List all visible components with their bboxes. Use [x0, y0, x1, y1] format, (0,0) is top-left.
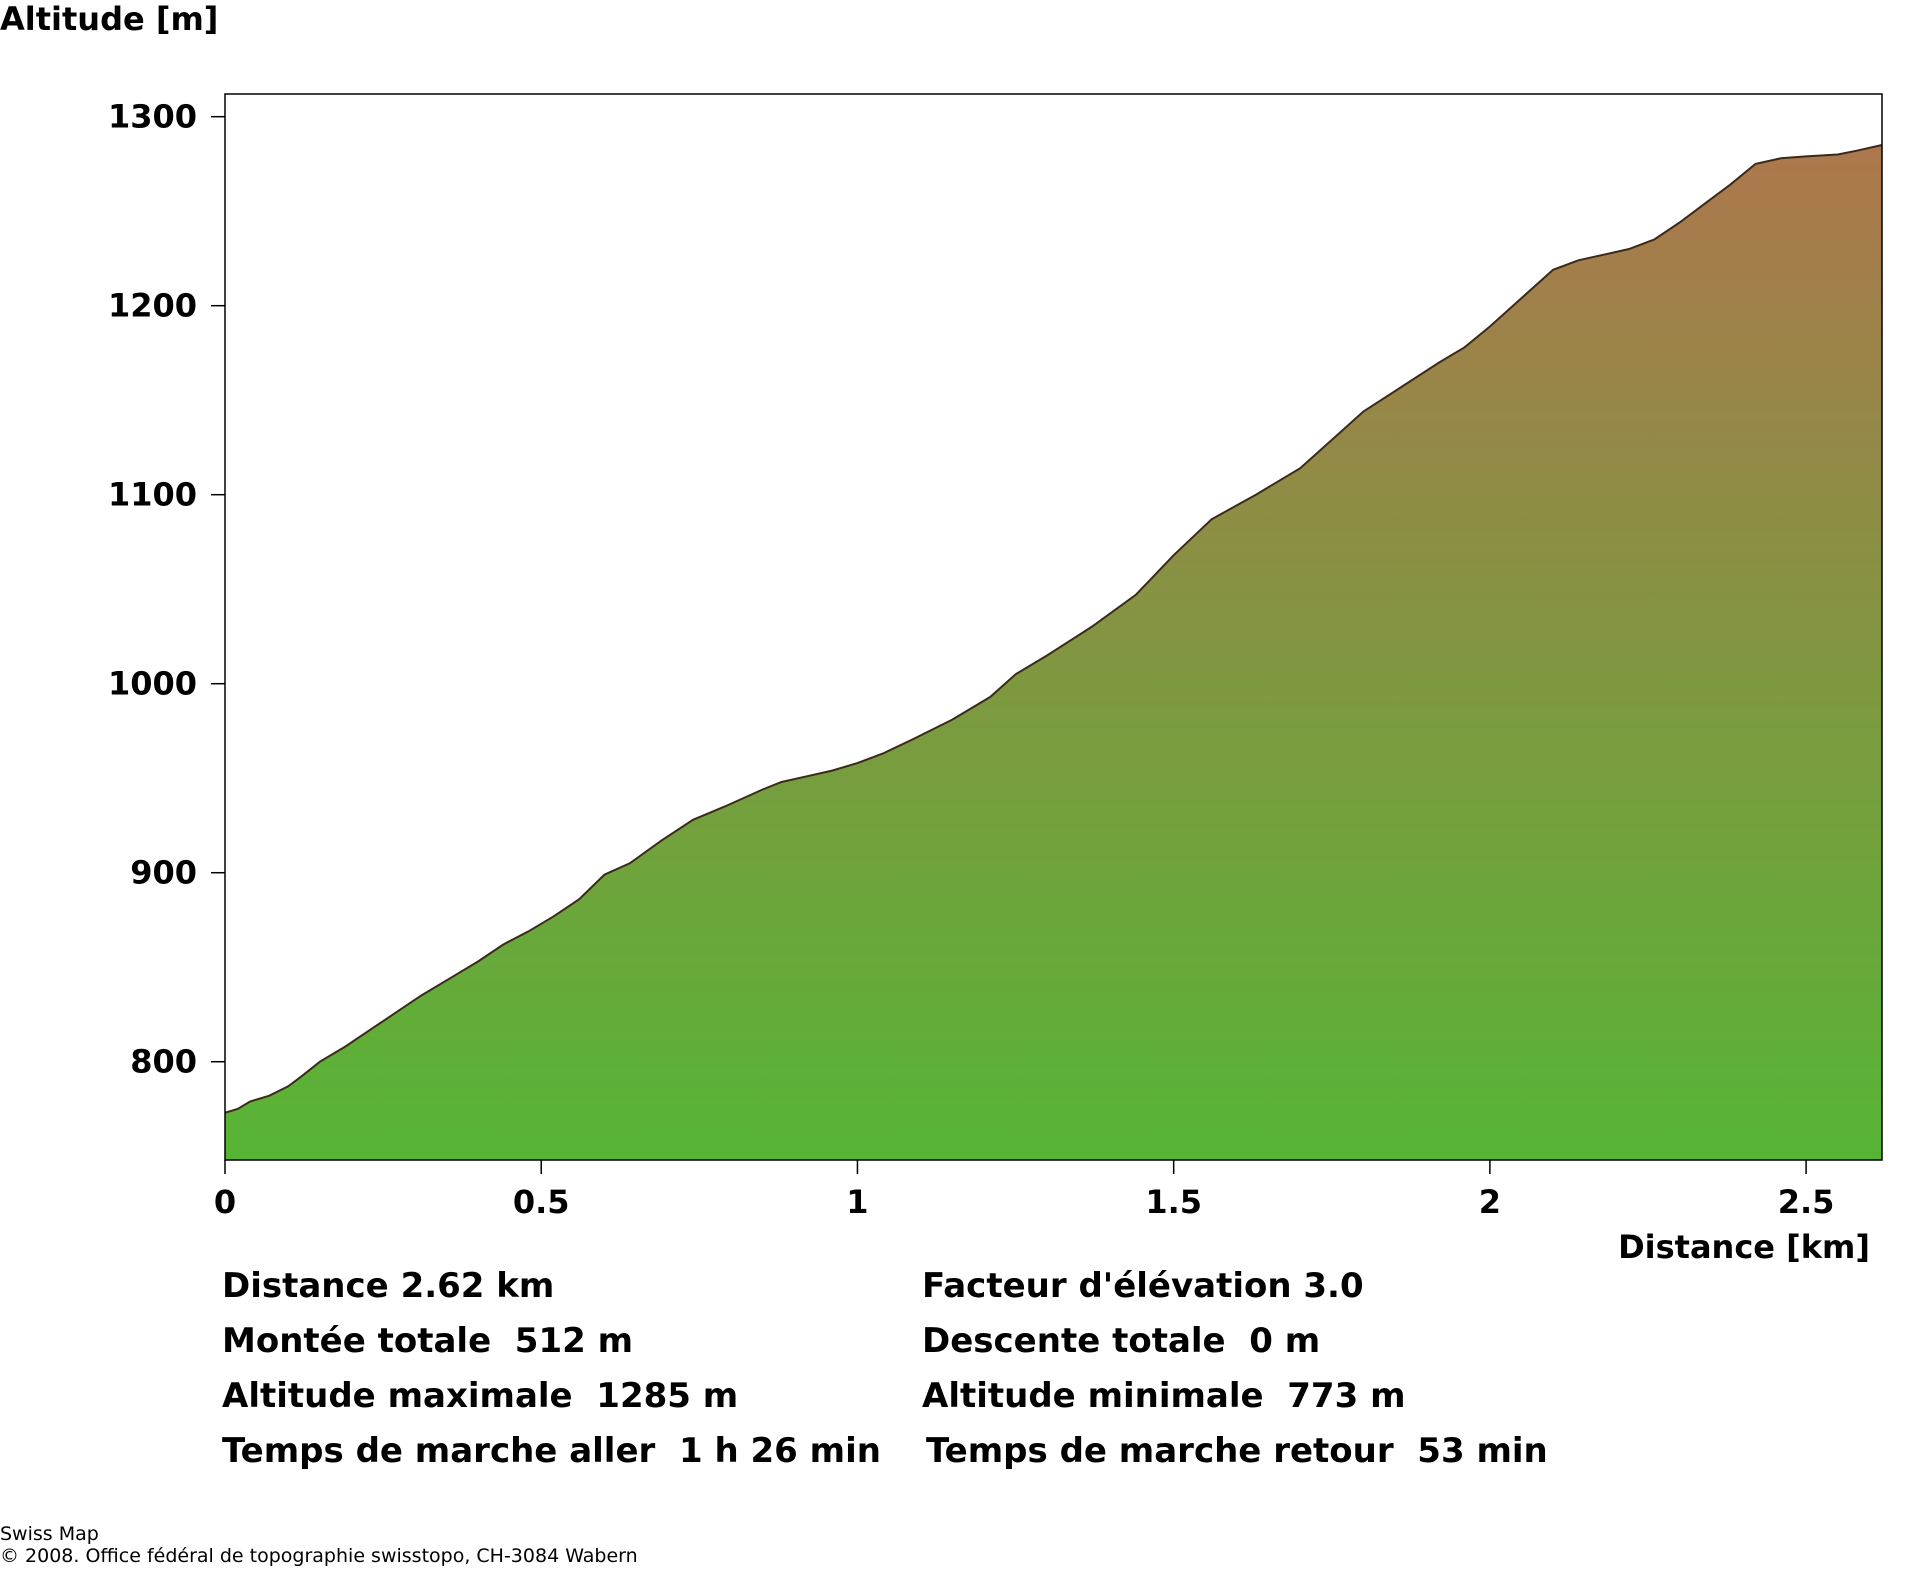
- x-tick-label: 2.5: [1778, 1183, 1835, 1221]
- stat-time-outbound: Temps de marche aller 1 h 26 min: [222, 1431, 881, 1471]
- x-tick-label: 0.5: [513, 1183, 570, 1221]
- y-tick-label: 1000: [108, 665, 197, 703]
- y-tick-label: 1300: [108, 98, 197, 136]
- credit-source: Swiss Map: [0, 1523, 99, 1545]
- stat-min-altitude: Altitude minimale 773 m: [922, 1376, 1406, 1416]
- x-tick-label: 0: [214, 1183, 236, 1221]
- y-tick-label: 1100: [108, 476, 197, 514]
- plot-frame: [224, 93, 1883, 1161]
- stat-elevation-factor: Facteur d'élévation 3.0: [922, 1266, 1364, 1306]
- y-tick-label: 1200: [108, 287, 197, 325]
- elevation-profile-line: [224, 144, 1883, 1114]
- stat-max-altitude: Altitude maximale 1285 m: [222, 1376, 739, 1416]
- x-tick-label: 1: [846, 1183, 868, 1221]
- y-tick-label: 800: [130, 1043, 197, 1081]
- y-axis-title: Altitude [m]: [0, 0, 219, 38]
- x-tick-label: 2: [1479, 1183, 1501, 1221]
- credit-copyright: © 2008. Office fédéral de topographie sw…: [0, 1545, 638, 1567]
- stat-time-return: Temps de marche retour 53 min: [926, 1431, 1548, 1471]
- stat-total-ascent: Montée totale 512 m: [222, 1321, 634, 1361]
- x-tick-label: 1.5: [1145, 1183, 1202, 1221]
- y-tick-label: 900: [130, 854, 197, 892]
- stat-distance: Distance 2.62 km: [222, 1266, 555, 1306]
- stat-total-descent: Descente totale 0 m: [922, 1321, 1321, 1361]
- x-axis-title: Distance [km]: [1618, 1228, 1870, 1266]
